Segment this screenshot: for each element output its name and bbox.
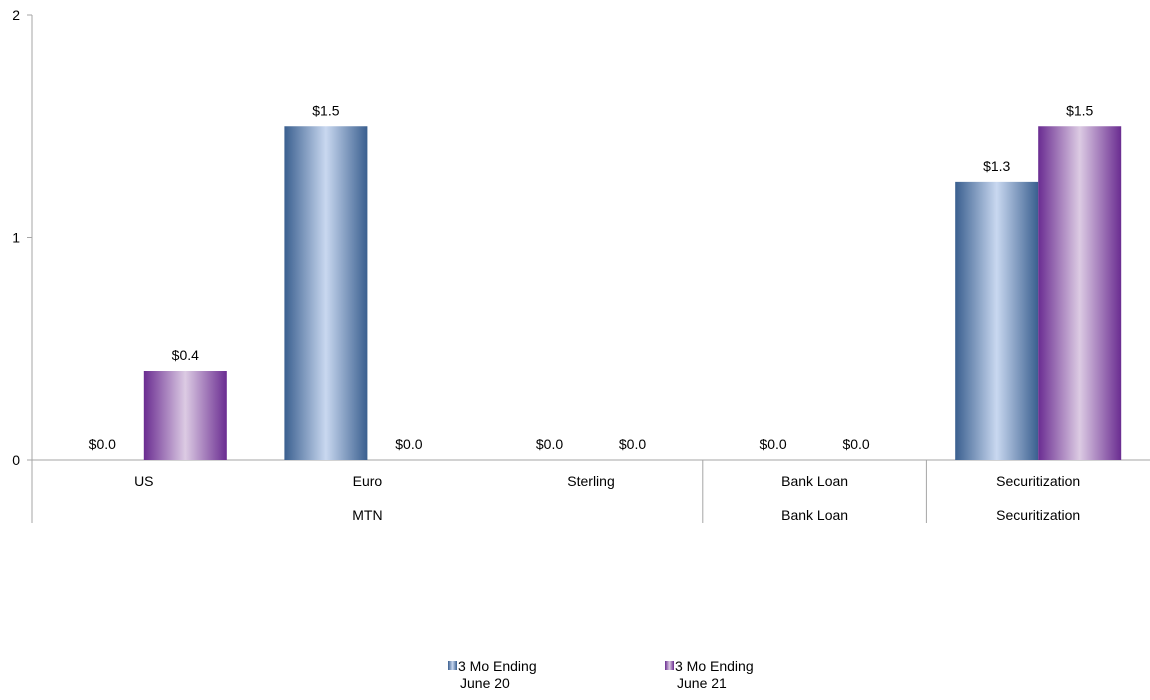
x-tick-label: Euro [353, 473, 383, 489]
data-label: $0.0 [395, 436, 422, 452]
group-label: Securitization [996, 507, 1080, 523]
data-label: $1.3 [983, 158, 1010, 174]
group-label: MTN [352, 507, 382, 523]
legend-label: June 21 [677, 675, 727, 691]
data-label: $0.0 [89, 436, 116, 452]
data-label: $0.0 [619, 436, 646, 452]
bar [143, 371, 227, 460]
axes: 0 1 2 US Euro Sterling Bank Loan Securitization… [12, 7, 1150, 523]
data-label: $1.5 [1066, 102, 1093, 118]
legend-swatch [665, 661, 674, 670]
legend-label: June 20 [460, 675, 510, 691]
bars [143, 126, 1122, 460]
legend-swatch [448, 661, 457, 670]
group-label: Bank Loan [781, 507, 848, 523]
bar [955, 181, 1039, 460]
legend-label: 3 Mo Ending [458, 658, 537, 674]
bar [284, 126, 368, 460]
data-label: $0.0 [536, 436, 563, 452]
x-tick-label: Sterling [567, 473, 614, 489]
y-tick-label: 0 [12, 452, 20, 468]
data-label: $0.4 [172, 347, 199, 363]
x-tick-label: Securitization [996, 473, 1080, 489]
legend-label: 3 Mo Ending [675, 658, 754, 674]
data-labels: $0.0 $0.4 $1.5 $0.0 $0.0 $0.0 $0.0 $0.0 $1.3 $1.5 [89, 102, 1094, 452]
data-label: $0.0 [842, 436, 869, 452]
y-tick-label: 2 [12, 7, 20, 23]
data-label: $0.0 [759, 436, 786, 452]
x-tick-label: Bank Loan [781, 473, 848, 489]
bar [1038, 126, 1122, 460]
data-label: $1.5 [312, 102, 339, 118]
y-tick-label: 1 [12, 230, 20, 246]
x-tick-label: US [134, 473, 153, 489]
